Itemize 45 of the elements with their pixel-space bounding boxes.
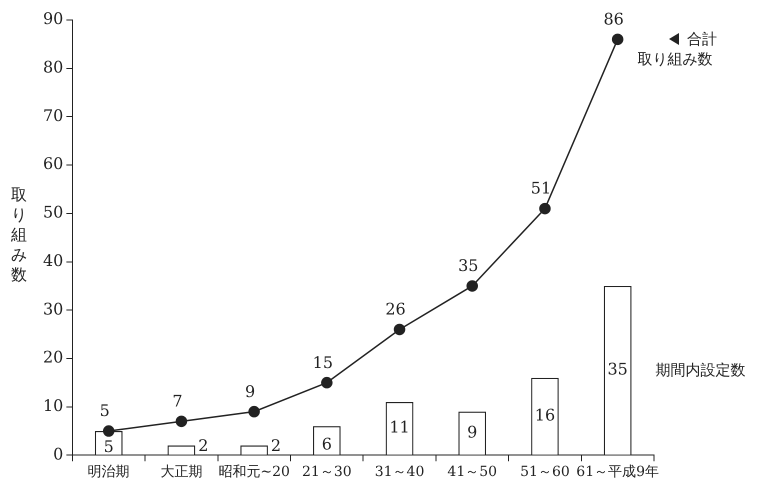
point: [176, 416, 188, 428]
y-tick-label: 50: [43, 202, 64, 222]
point: [321, 376, 333, 388]
point: [102, 425, 114, 437]
y-tick-label: 20: [43, 348, 64, 367]
y-axis-title: 取り組み数: [10, 185, 28, 285]
x-tick-label: 昭和元~20: [218, 464, 290, 480]
y-tick-label: 40: [43, 250, 64, 270]
x-tick-label: 61～平成9年: [576, 464, 660, 480]
point: [612, 34, 624, 46]
data-label: 35: [607, 359, 628, 378]
data-label: 16: [534, 405, 556, 424]
data-label: 35: [458, 256, 478, 276]
data-label: 5: [100, 401, 110, 420]
data-label: 51: [530, 178, 552, 198]
y-tick-label: 0: [53, 444, 64, 464]
data-label: 11: [389, 418, 410, 437]
y-tick-label: 30: [43, 299, 64, 318]
data-label: 2: [270, 436, 282, 455]
point: [248, 406, 260, 418]
x-tick-label: 31～40: [374, 464, 424, 480]
data-label: 9: [467, 422, 478, 442]
series-label: 期間内設定数: [655, 360, 746, 380]
y-tick-label: 60: [43, 154, 64, 174]
y-tick-label: 10: [43, 396, 64, 415]
data-label: 7: [172, 392, 183, 411]
point: [394, 324, 406, 336]
data-label: 15: [312, 352, 334, 372]
x-tick-label: 21～30: [302, 464, 352, 480]
data-label: 2: [198, 436, 208, 455]
y-tick-label: 70: [43, 106, 64, 125]
legend-label: 合計取り組み数: [638, 29, 718, 70]
y-tick-label: 90: [43, 9, 64, 28]
data-label: 5: [104, 437, 114, 456]
point: [539, 202, 551, 214]
y-tick-label: 80: [43, 58, 64, 77]
x-tick-label: 大正期: [160, 464, 202, 480]
data-label: 86: [603, 10, 624, 28]
x-tick-label: 51～60: [520, 464, 570, 480]
x-tick-label: 明治期: [88, 464, 130, 480]
data-label: 26: [385, 300, 406, 319]
x-tick-label: 41～50: [447, 464, 498, 480]
data-label: 9: [245, 382, 256, 401]
data-label: 6: [322, 434, 332, 454]
point: [466, 280, 478, 292]
